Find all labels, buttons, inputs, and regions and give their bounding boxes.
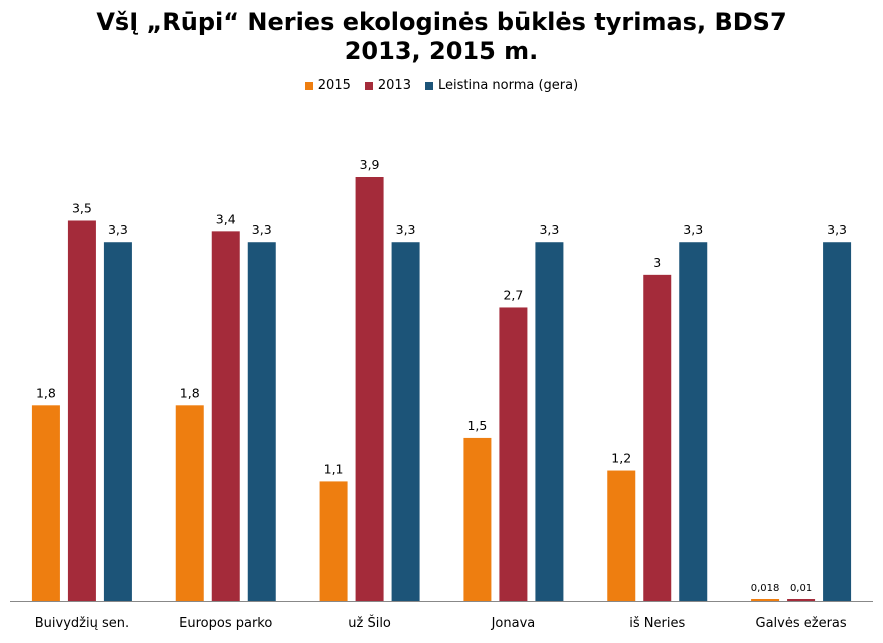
x-tick-europos-parko: Europos parko <box>179 616 272 631</box>
legend: 2015 2013 Leistina norma (gera) <box>0 78 883 93</box>
legend-label-2013: 2013 <box>377 78 411 93</box>
data-label-2013-buivydziu-sen: 3,5 <box>72 200 92 215</box>
legend-swatch-norma <box>424 81 433 90</box>
bar-leistina-norma-gera-buivydziu-sen <box>103 242 132 601</box>
legend-label-norma: Leistina norma (gera) <box>437 78 579 93</box>
x-tick-jonava: Jonava <box>491 616 536 631</box>
data-label-leistina-norma-gera-uz-silo: 3,3 <box>396 222 416 237</box>
data-label-2013-europos-parko: 3,4 <box>216 211 236 226</box>
chart-title: VšĮ „Rūpi“ Neries ekologinės būklės tyri… <box>0 8 883 66</box>
bar-2013-galves-ezeras <box>787 599 816 601</box>
legend-swatch-2015 <box>304 81 313 90</box>
data-label-2015-is-neries: 1,2 <box>611 451 631 466</box>
data-label-leistina-norma-gera-jonava: 3,3 <box>539 222 559 237</box>
data-label-2013-is-neries: 3 <box>653 255 661 270</box>
data-label-2015-jonava: 1,5 <box>467 418 487 433</box>
bar-2015-uz-silo <box>319 481 348 601</box>
data-label-2015-buivydziu-sen: 1,8 <box>36 385 56 400</box>
bar-leistina-norma-gera-jonava <box>535 242 564 601</box>
data-label-2013-jonava: 2,7 <box>503 287 523 302</box>
bar-leistina-norma-gera-galves-ezeras <box>823 242 852 601</box>
bar-2013-uz-silo <box>355 177 384 601</box>
data-label-2015-uz-silo: 1,1 <box>324 461 344 476</box>
data-label-leistina-norma-gera-galves-ezeras: 3,3 <box>827 222 847 237</box>
bar-2013-is-neries <box>643 274 672 601</box>
bar-leistina-norma-gera-is-neries <box>679 242 708 601</box>
bar-2015-is-neries <box>607 470 636 601</box>
data-label-leistina-norma-gera-is-neries: 3,3 <box>683 222 703 237</box>
data-label-2013-galves-ezeras: 0,01 <box>790 583 812 594</box>
bar-leistina-norma-gera-europos-parko <box>247 242 276 601</box>
legend-item-norma: Leistina norma (gera) <box>424 78 579 93</box>
x-tick-buivydziu-sen: Buivydžių sen. <box>35 616 129 631</box>
legend-item-2013: 2013 <box>364 78 411 93</box>
data-label-leistina-norma-gera-buivydziu-sen: 3,3 <box>108 222 128 237</box>
bar-2013-jonava <box>499 307 528 601</box>
bar-2013-buivydziu-sen <box>67 220 96 601</box>
chart-title-line-1: VšĮ „Rūpi“ Neries ekologinės būklės tyri… <box>96 8 787 36</box>
bar-2015-europos-parko <box>175 405 204 601</box>
bar-2015-galves-ezeras <box>751 599 780 601</box>
x-tick-uz-silo: už Šilo <box>348 615 391 631</box>
legend-swatch-2013 <box>364 81 373 90</box>
data-label-2015-europos-parko: 1,8 <box>180 385 200 400</box>
bar-2015-jonava <box>463 437 492 601</box>
chart-title-line-2: 2013, 2015 m. <box>344 37 539 65</box>
legend-item-2015: 2015 <box>304 78 351 93</box>
bar-2013-europos-parko <box>211 231 240 601</box>
legend-label-2015: 2015 <box>317 78 351 93</box>
data-label-2013-uz-silo: 3,9 <box>360 157 380 172</box>
x-tick-is-neries: iš Neries <box>629 616 685 631</box>
data-label-2015-galves-ezeras: 0,018 <box>751 583 780 594</box>
data-label-leistina-norma-gera-europos-parko: 3,3 <box>252 222 272 237</box>
bar-leistina-norma-gera-uz-silo <box>391 242 420 601</box>
bar-2015-buivydziu-sen <box>31 405 60 601</box>
x-tick-galves-ezeras: Galvės ežeras <box>756 616 847 631</box>
